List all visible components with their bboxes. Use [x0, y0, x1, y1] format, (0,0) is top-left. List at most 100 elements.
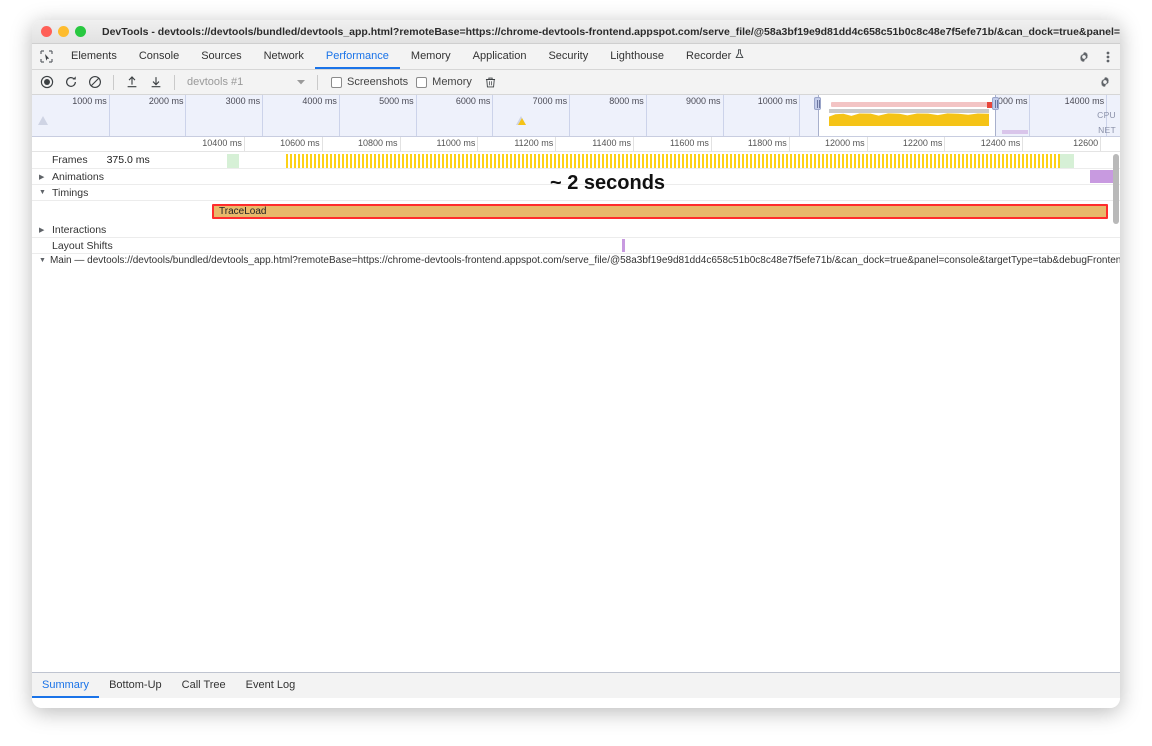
traceload-lane: TraceLoad [182, 201, 1120, 222]
timeline-tracks: 10400 ms 10600 ms 10800 ms 11000 ms 11200 ms… [32, 137, 1120, 672]
traffic-lights [41, 26, 86, 37]
chevron-down-icon[interactable]: ▼ [39, 189, 46, 196]
traceload-bar[interactable]: TraceLoad [212, 204, 1108, 219]
layout-shift-marker[interactable] [622, 239, 625, 252]
track-frames-lane [182, 152, 1120, 168]
detail-tick: 10600 ms [280, 137, 323, 151]
tab-memory[interactable]: Memory [410, 49, 451, 62]
screenshots-label: Screenshots [347, 76, 409, 88]
overview-right-handle[interactable] [992, 97, 999, 110]
timeline-overview[interactable]: 1000 ms 2000 ms 3000 ms 4000 ms 5000 ms 6000 … [32, 95, 1120, 137]
window-title: DevTools - devtools://devtools/bundled/d… [102, 25, 1120, 38]
chevron-right-icon[interactable]: ▶ [39, 226, 45, 234]
gear-icon[interactable] [1072, 44, 1096, 69]
overview-tick: 4000 ms [302, 95, 340, 136]
detail-tick: 11400 ms [592, 137, 635, 151]
overview-tick: 8000 ms [609, 95, 647, 136]
overview-tick: 5000 ms [379, 95, 417, 136]
capture-settings-gear-icon[interactable] [1094, 72, 1116, 93]
clear-prohibited-icon[interactable] [84, 72, 106, 93]
track-timings[interactable]: ▼ Timings [32, 185, 1120, 201]
minimize-window-button[interactable] [58, 26, 69, 37]
screenshots-checkbox[interactable]: Screenshots [331, 76, 408, 88]
overview-tick: 1000 ms [72, 95, 110, 136]
detail-tick-label: 12600 [1073, 138, 1099, 148]
tab-security[interactable]: Security [548, 49, 589, 62]
main-track-header[interactable]: ▼ Main — devtools://devtools/bundled/dev… [32, 254, 1120, 267]
maximize-window-button[interactable] [75, 26, 86, 37]
chevron-down-icon[interactable]: ▼ [39, 257, 46, 264]
detail-tick: 12600 [1073, 137, 1102, 151]
tabstrip-spacer [755, 44, 1072, 69]
kebab-menu-icon[interactable] [1096, 44, 1120, 69]
memory-label: Memory [432, 76, 472, 88]
track-rows: Frames 375.0 ms ▶ Animations [32, 152, 1120, 672]
detail-tick: 11000 ms [437, 137, 479, 151]
chevron-right-icon[interactable]: ▶ [39, 173, 45, 181]
tab-console[interactable]: Console [138, 49, 180, 62]
toolbar-divider-2 [174, 74, 175, 90]
trash-icon[interactable] [480, 72, 502, 93]
track-animations[interactable]: ▶ Animations [32, 169, 1120, 185]
overview-tick-label: 8000 ms [609, 96, 644, 106]
performance-toolbar: devtools #1 Screenshots Memory [32, 70, 1120, 95]
overview-tick-label: 7000 ms [532, 96, 568, 106]
tab-performance[interactable]: Performance [314, 44, 400, 69]
track-frames[interactable]: Frames 375.0 ms [32, 152, 1120, 169]
track-timings-label: ▼ Timings [39, 186, 89, 199]
overview-range-pink-bar [831, 102, 991, 107]
detail-tick-label: 10400 ms [202, 138, 242, 148]
devtools-tabstrip: Elements Console Sources Network Perform… [32, 44, 1120, 70]
download-arrow-icon[interactable] [145, 72, 167, 93]
track-interactions[interactable]: ▶ Interactions [32, 222, 1120, 238]
tab-network[interactable]: Network [263, 49, 304, 62]
track-animations-lane [182, 169, 1120, 184]
inspect-cursor-icon[interactable] [32, 44, 60, 69]
detail-tick-label: 11600 ms [670, 138, 709, 148]
track-frames-label: Frames 375.0 ms [52, 154, 150, 166]
overview-tick: 2000 ms [149, 95, 187, 136]
overview-range-end-marker [987, 102, 993, 108]
overview-tick: 14000 ms [1065, 95, 1108, 136]
tab-elements[interactable]: Elements [71, 49, 117, 62]
overview-cpu-hump-mid-yellow [518, 118, 526, 125]
overview-left-handle[interactable] [814, 97, 821, 110]
track-animations-label: ▶ Animations [39, 170, 104, 183]
session-select[interactable]: devtools #1 [182, 73, 310, 92]
overview-selection-window[interactable] [818, 95, 996, 136]
track-layout-shifts[interactable]: Layout Shifts [32, 238, 1120, 254]
overview-tick-label: 3000 ms [225, 96, 261, 106]
detail-tick: 10400 ms [202, 137, 245, 151]
main-track-label: Main — devtools://devtools/bundled/devto… [49, 255, 1120, 266]
detail-tick: 11200 ms [514, 137, 557, 151]
window-titlebar: DevTools - devtools://devtools/bundled/d… [32, 20, 1120, 44]
tab-recorder[interactable]: Recorder [675, 44, 755, 69]
overview-tick-label: 13000 ms [987, 96, 1028, 106]
record-circle-icon[interactable] [36, 72, 58, 93]
overview-tick: 10000 ms [758, 95, 801, 136]
reload-icon[interactable] [60, 72, 82, 93]
memory-checkbox[interactable]: Memory [416, 76, 472, 88]
detail-tick: 12000 ms [825, 137, 868, 151]
detail-tick: 12200 ms [903, 137, 946, 151]
detail-tick-label: 11400 ms [592, 138, 632, 148]
detail-tick-label: 10600 ms [280, 138, 320, 148]
overview-tick: 13000 ms [988, 95, 1031, 136]
overview-tick-label: 5000 ms [379, 96, 414, 106]
detail-tick-label: 11000 ms [436, 138, 476, 148]
tab-lighthouse[interactable]: Lighthouse [610, 49, 665, 62]
screenshots-checkbox-box [331, 76, 342, 88]
track-interactions-label: ▶ Interactions [39, 223, 107, 236]
animation-block[interactable] [1090, 170, 1116, 183]
tab-sources[interactable]: Sources [201, 49, 242, 62]
overview-tick-label: 1000 ms [72, 96, 107, 106]
close-window-button[interactable] [41, 26, 52, 37]
detail-tick: 11800 ms [748, 137, 790, 151]
upload-arrow-icon[interactable] [121, 72, 143, 93]
overview-cpu-label: CPU [1097, 110, 1116, 120]
overview-tick-label: 6000 ms [455, 96, 491, 106]
track-interactions-lane [182, 222, 1120, 237]
frame-green-block-end [1060, 154, 1074, 168]
overview-cpu-chart [829, 113, 989, 126]
tab-application[interactable]: Application [472, 49, 527, 62]
